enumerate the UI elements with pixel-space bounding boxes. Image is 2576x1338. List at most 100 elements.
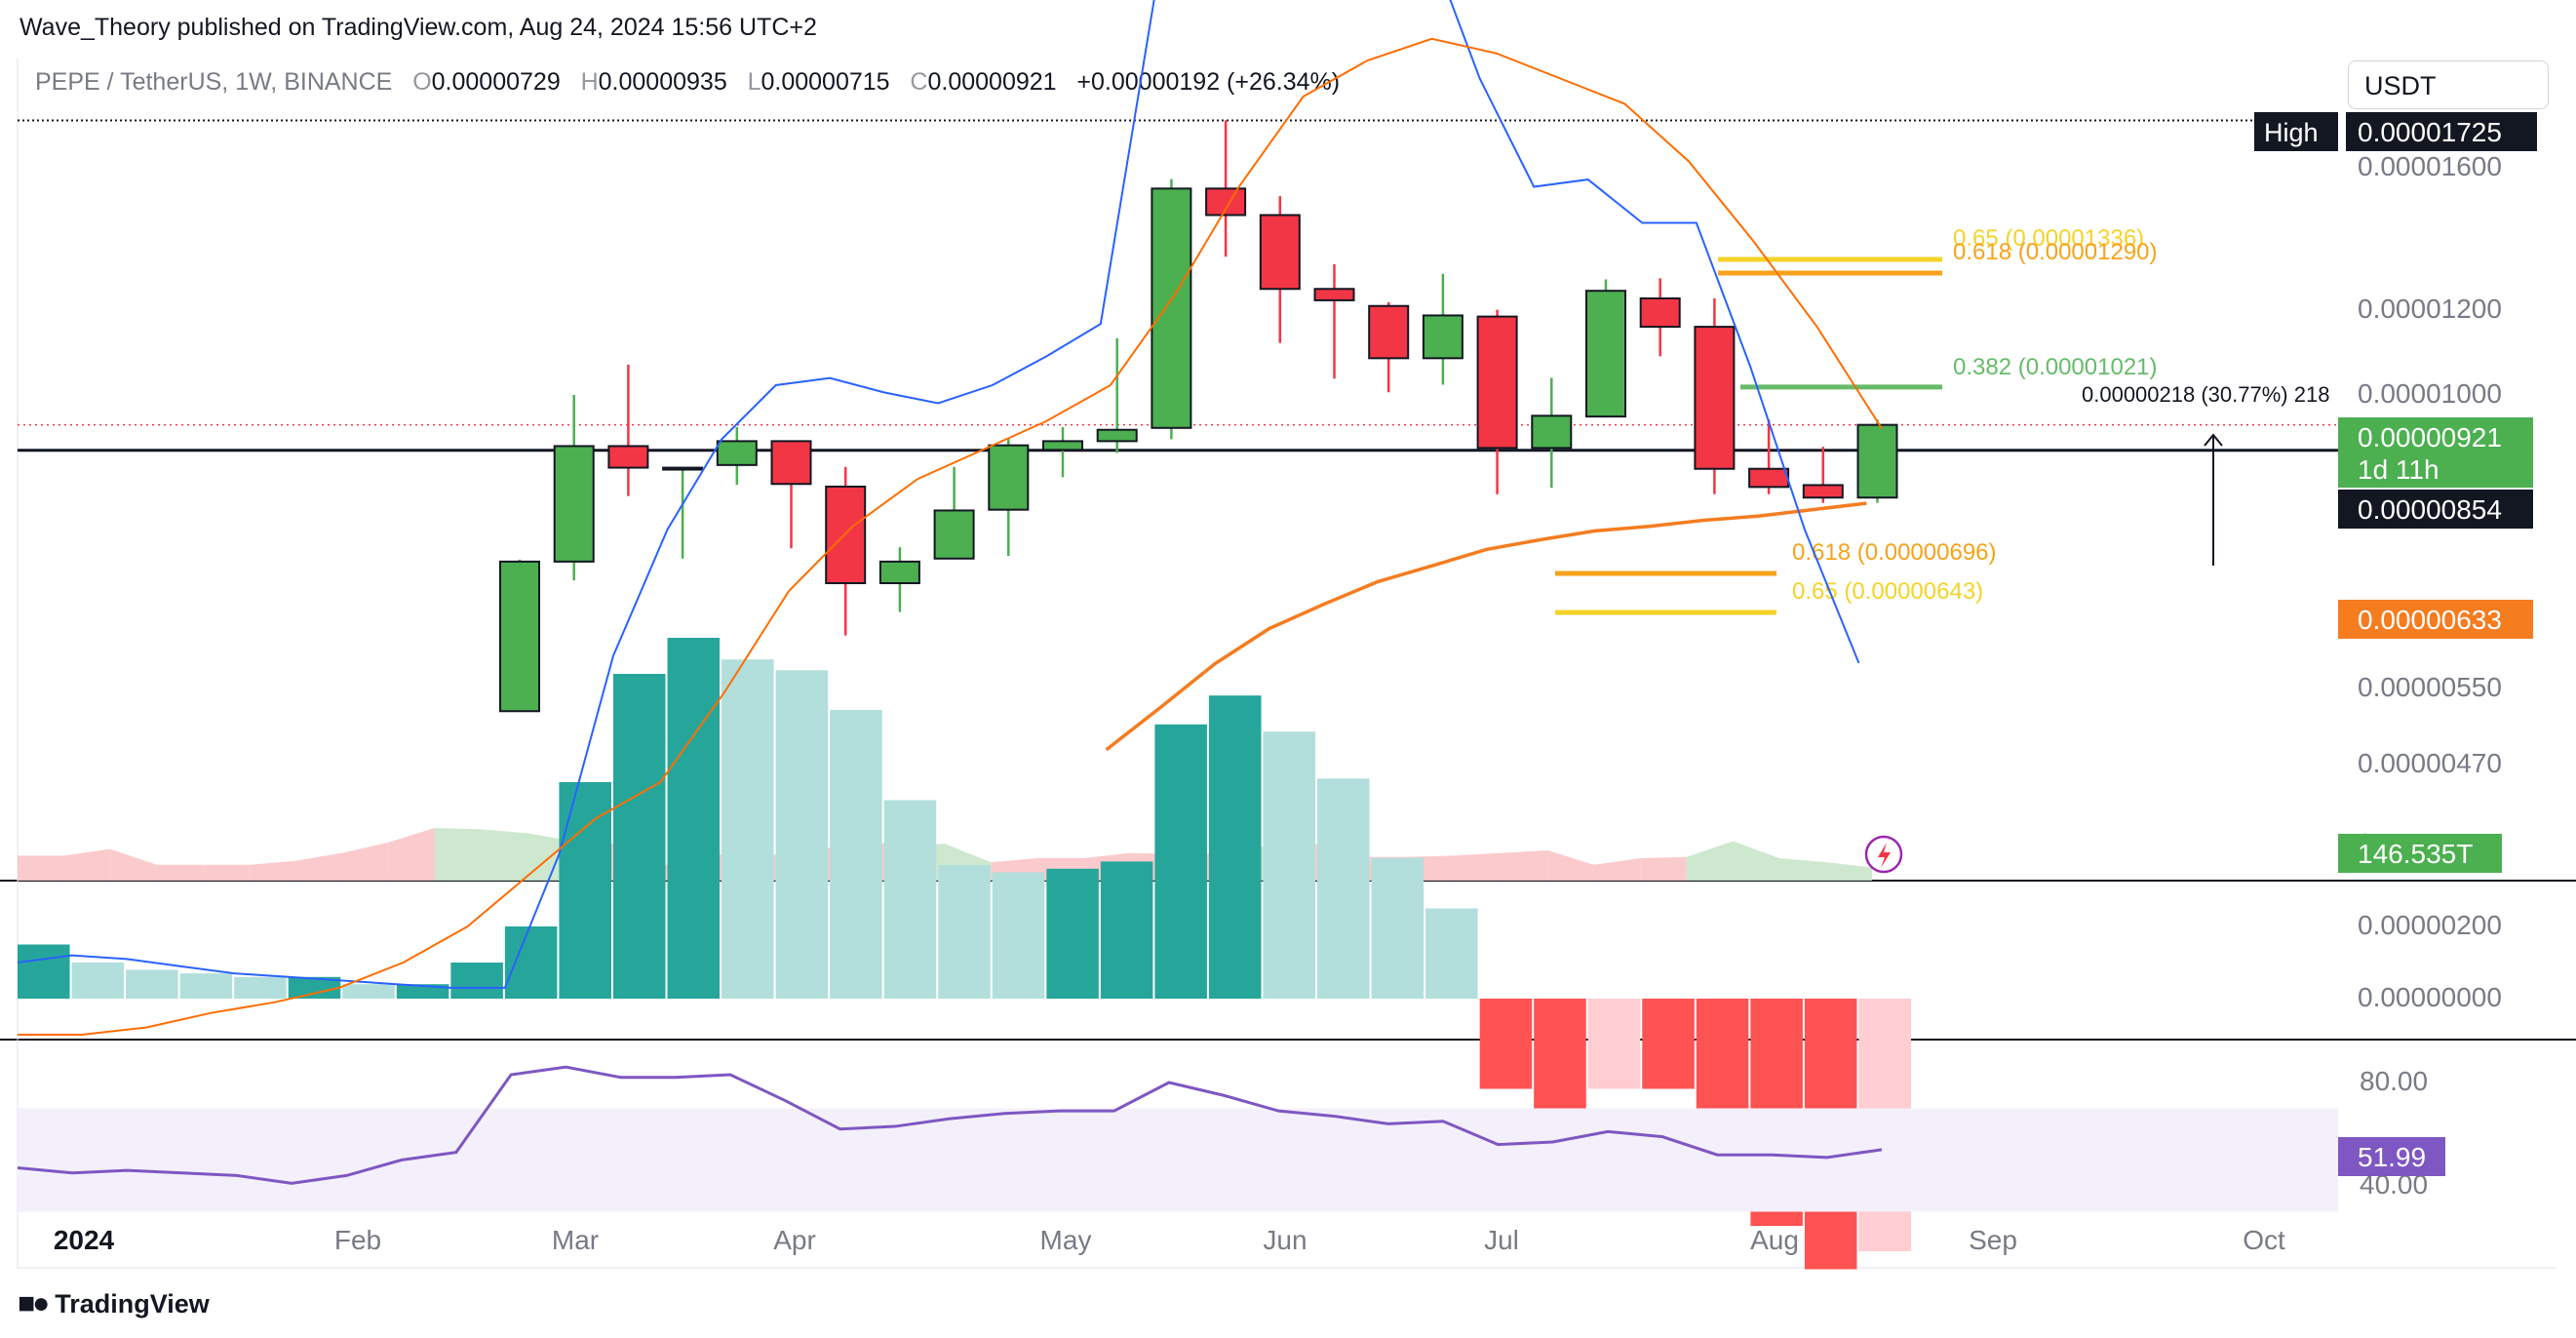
macd-bar-20 (1100, 861, 1153, 999)
volume-area-31 (1455, 852, 1502, 881)
x-label-0: 2024 (54, 1225, 115, 1255)
open-value: 0.00000729 (431, 68, 561, 96)
x-label-4: May (1040, 1225, 1092, 1255)
close-value: 0.00000921 (927, 68, 1057, 96)
candle-body-10 (1042, 440, 1083, 452)
close-label: C (910, 68, 928, 96)
candle-body-7 (878, 560, 920, 585)
candle-body-8 (933, 509, 975, 560)
candle-body-3 (662, 466, 704, 471)
macd-bar-2 (126, 969, 178, 999)
volume-area-8 (388, 828, 435, 881)
high-badge-bg (2254, 112, 2338, 151)
candle-body-17 (1422, 314, 1464, 360)
candle-body-12 (1151, 187, 1192, 429)
volume-area-36 (1686, 841, 1734, 881)
macd-bar-26 (1425, 908, 1478, 999)
macd-bar-25 (1371, 857, 1425, 999)
price-tick-3: 0.00000550 (2358, 672, 2502, 702)
price-tick-2: 0.00001000 (2358, 378, 2502, 409)
rsi-band (18, 1108, 2338, 1212)
high-value-badge: 0.00001725 (2358, 117, 2502, 147)
macd-bar-16 (883, 800, 937, 999)
macd-bar-27 (1479, 999, 1533, 1089)
macd-bar-0 (18, 944, 70, 999)
candle-body-25 (1856, 423, 1898, 499)
macd-bar-21 (1154, 724, 1207, 999)
price-tick-1: 0.00001200 (2358, 294, 2502, 324)
low-value: 0.00000715 (761, 68, 890, 96)
fib-label-0: 0.65 (0.00001336) (1953, 225, 2144, 252)
macd-bar-13 (722, 659, 774, 999)
volume-area-10 (481, 829, 528, 881)
macd-bar-12 (667, 638, 721, 999)
fib-label-1: 0.618 (0.00001290) (1953, 239, 2158, 265)
x-label-2: Mar (552, 1225, 599, 1255)
tradingview-logo-icon: ■● (18, 1287, 50, 1319)
high-label: H (580, 68, 599, 96)
ema-line (1105, 501, 1867, 752)
candle-body-1 (553, 445, 595, 563)
macd-bar-17 (938, 865, 991, 999)
volume-badge: 146.535T (2358, 839, 2473, 869)
volume-area-3 (156, 864, 204, 881)
currency-selector[interactable]: USDT (2348, 60, 2549, 109)
volume-area-6 (295, 852, 342, 881)
volume-area-1 (63, 848, 111, 881)
volume-area-7 (341, 842, 389, 881)
macd-bar-1 (71, 963, 125, 999)
support-price-badge: 0.00000854 (2358, 494, 2502, 525)
x-label-3: Apr (773, 1225, 816, 1255)
volume-area-9 (434, 828, 482, 881)
high-value: 0.00000935 (598, 68, 727, 96)
macd-bar-23 (1263, 731, 1316, 999)
macd-bar-29 (1587, 999, 1641, 1089)
volume-area-37 (1733, 841, 1779, 881)
tradingview-logo: ■● TradingView (18, 1287, 210, 1320)
candle-body-21 (1639, 296, 1681, 329)
fib-label-3: 0.618 (0.00000696) (1792, 539, 1997, 566)
x-label-9: Oct (2243, 1225, 2285, 1255)
rsi-badge-bg (2338, 1137, 2445, 1176)
candle-body-11 (1096, 428, 1138, 443)
fib-label-2: 0.382 (0.00001021) (1953, 354, 2158, 380)
volume-area-4 (203, 864, 250, 881)
price-tick-0: 0.00001600 (2358, 151, 2502, 181)
open-label: O (412, 68, 432, 96)
low-label: L (747, 68, 761, 96)
fib-label-4: 0.65 (0.00000643) (1792, 578, 1983, 605)
volume-area-34 (1593, 858, 1641, 881)
macd-bar-3 (179, 973, 233, 999)
measure-label: 0.00000218 (30.77%) 218 (2082, 382, 2329, 407)
candle-body-24 (1802, 484, 1844, 499)
macd-bar-14 (775, 670, 829, 999)
volume-badge-bg (2338, 834, 2502, 873)
macd-bar-28 (1534, 999, 1586, 1125)
x-label-6: Jul (1484, 1225, 1519, 1255)
volume-area-5 (249, 860, 296, 881)
macd-bar-22 (1208, 695, 1262, 999)
macd-bar-11 (612, 674, 666, 999)
volume-area-33 (1547, 849, 1594, 881)
candle-body-23 (1748, 467, 1790, 489)
candle-body-15 (1313, 288, 1355, 301)
candle-body-2 (607, 445, 649, 469)
rsi-tick-0: 80.00 (2360, 1066, 2428, 1096)
volume-area-32 (1501, 849, 1548, 881)
ema-price-badge: 0.00000633 (2358, 605, 2502, 635)
macd-line (17, 0, 1860, 989)
support-price-badge-bg (2338, 490, 2533, 529)
macd-bar-8 (450, 963, 503, 999)
current-price-badge-bg (2338, 417, 2533, 488)
macd-bar-24 (1317, 778, 1370, 999)
candle-body-16 (1368, 304, 1410, 360)
high-badge-label: High (2264, 118, 2319, 147)
symbol-label[interactable]: PEPE / TetherUS, 1W, BINANCE (35, 68, 393, 96)
macd-bar-6 (342, 984, 395, 999)
change-value: +0.00000192 (+26.34%) (1076, 68, 1341, 96)
countdown-badge: 1d 11h (2358, 454, 2439, 485)
volume-area-38 (1778, 858, 1826, 881)
candle-body-5 (770, 440, 812, 486)
candle-body-19 (1531, 414, 1573, 450)
